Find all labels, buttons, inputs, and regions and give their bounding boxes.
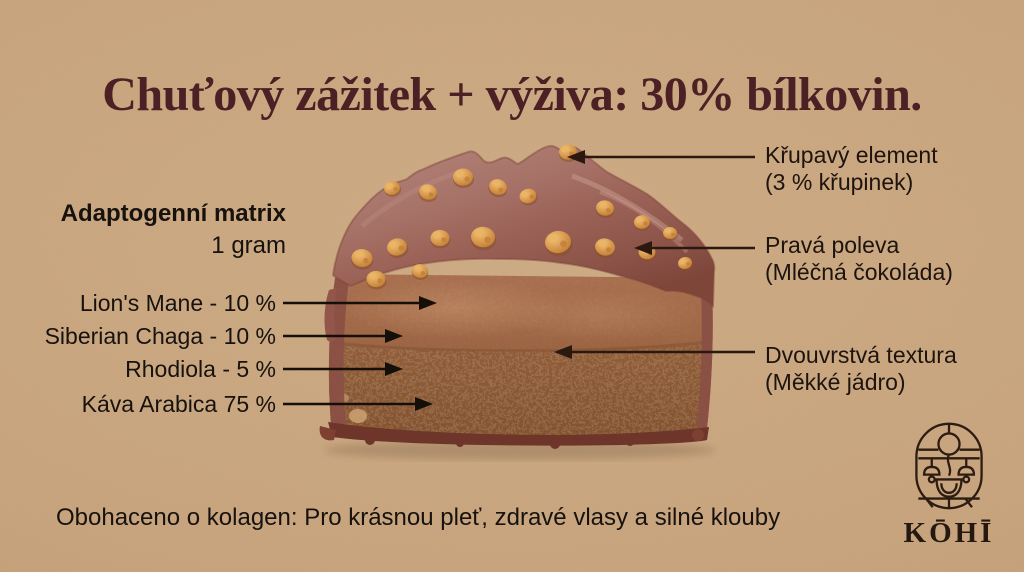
adaptogen-matrix-panel: Adaptogenní matrix 1 gram: [0, 198, 286, 261]
coffee-cup-mushrooms-emblem-icon: [915, 422, 983, 510]
callout-two-layer-texture: Dvouvrstvá textura (Měkké jádro): [765, 342, 1020, 396]
callout-title: Křupavý element: [765, 142, 938, 168]
chocolate-bar-cross-section-image: [319, 144, 716, 460]
ingredient-label-kava-arabica: Káva Arabica 75 %: [81, 391, 276, 417]
ingredient-label-rhodiola: Rhodiola - 5 %: [125, 356, 276, 382]
adaptogen-matrix-amount: 1 gram: [211, 232, 286, 260]
callout-title: Dvouvrstvá textura: [765, 342, 957, 368]
callout-title: Pravá poleva: [765, 232, 900, 258]
callout-detail: (Měkké jádro): [765, 369, 906, 395]
callout-real-coating: Pravá poleva (Mléčná čokoláda): [765, 232, 1020, 286]
page-title: Chuťový zážitek + výživa: 30% bílkovin.: [102, 68, 922, 122]
ingredient-label-siberian-chaga: Siberian Chaga - 10 %: [44, 323, 276, 349]
adaptogen-matrix-heading: Adaptogenní matrix: [60, 200, 286, 227]
ingredient-label-lions-mane: Lion's Mane - 10 %: [79, 290, 276, 316]
brand-wordmark: KŌHĪ: [903, 517, 995, 549]
collagen-claim-text: Obohaceno o kolagen: Pro krásnou pleť, z…: [56, 504, 781, 531]
brand-logo: KŌHĪ: [893, 420, 1005, 550]
callout-crunchy-element: Křupavý element (3 % křupinek): [765, 142, 1020, 196]
callout-detail: (Mléčná čokoláda): [765, 259, 953, 285]
callout-detail: (3 % křupinek): [765, 169, 914, 195]
